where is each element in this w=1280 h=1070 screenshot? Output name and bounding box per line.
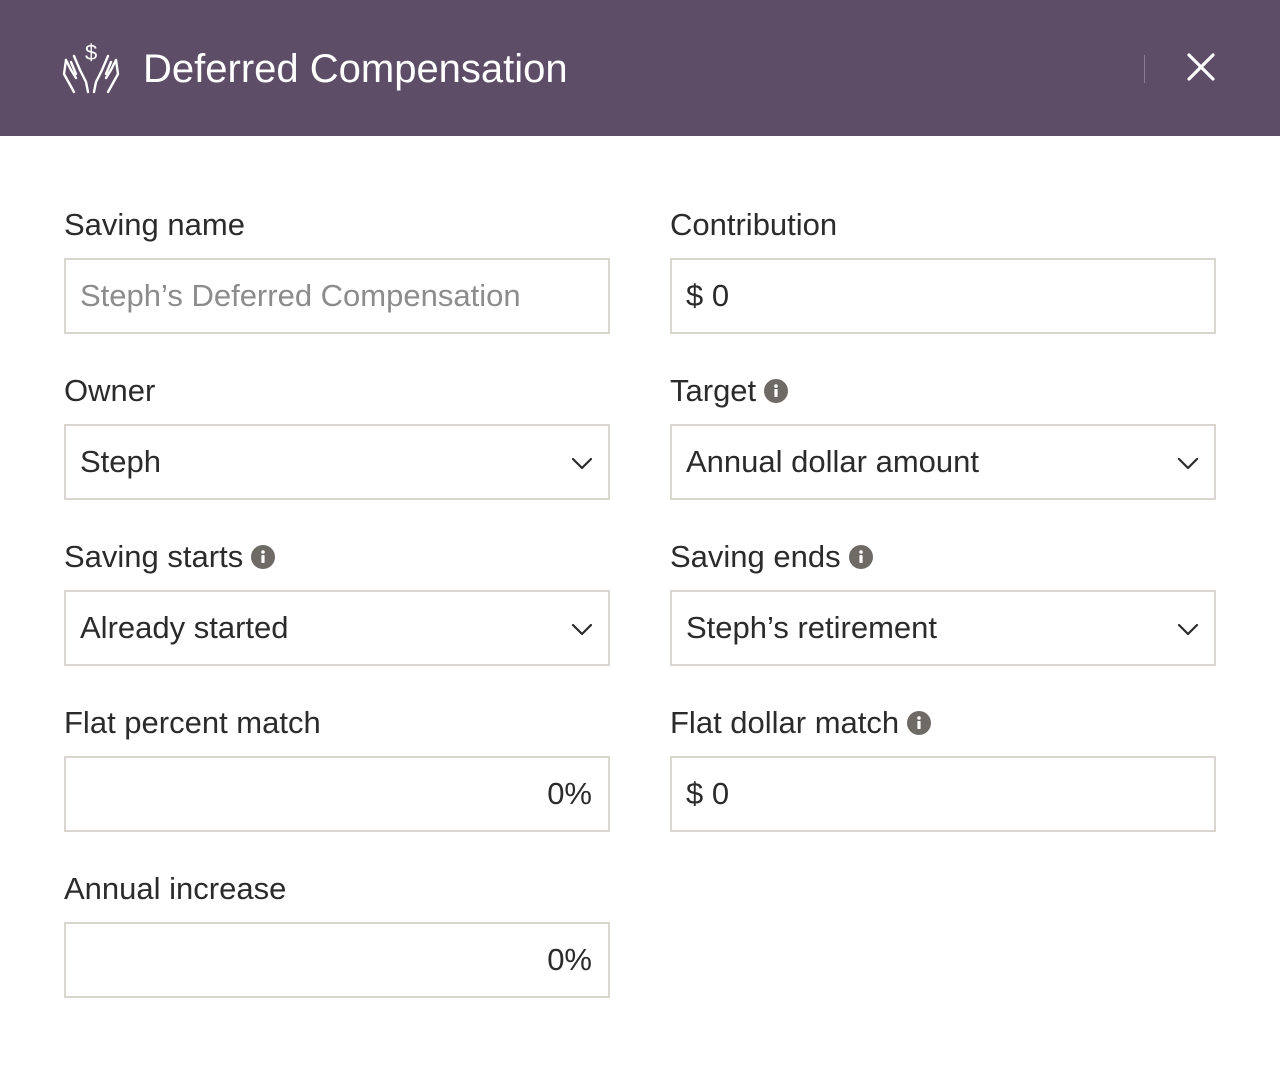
saving-starts-value: Already started (80, 610, 289, 645)
saving-starts-label-row: Saving starts (64, 539, 276, 575)
chevron-down-icon (1177, 623, 1199, 636)
info-icon[interactable] (907, 711, 932, 735)
hands-dollar-icon: $ (62, 40, 120, 94)
header-divider (1144, 55, 1145, 83)
chevron-down-icon (571, 623, 593, 636)
saving-starts-select[interactable]: Already started (64, 590, 610, 666)
saving-starts-label: Saving starts (64, 539, 244, 574)
saving-ends-label-row: Saving ends (670, 539, 873, 575)
saving-ends-select[interactable]: Steph’s retirement (670, 590, 1216, 666)
annual-increase-label: Annual increase (64, 871, 287, 906)
contribution-label: Contribution (670, 207, 838, 242)
flat-percent-match-value: 0% (547, 776, 592, 811)
flat-percent-match-label: Flat percent match (64, 705, 321, 740)
owner-select[interactable]: Steph (64, 424, 610, 500)
chevron-down-icon (571, 457, 593, 470)
saving-ends-value: Steph’s retirement (686, 610, 937, 645)
owner-value: Steph (80, 444, 162, 479)
owner-label: Owner (64, 373, 156, 408)
target-value: Annual dollar amount (686, 444, 979, 479)
chevron-down-icon (1177, 457, 1199, 470)
info-icon[interactable] (764, 379, 789, 403)
contribution-input[interactable]: $ 0 (670, 258, 1216, 334)
saving-name-label: Saving name (64, 207, 245, 242)
info-icon[interactable] (251, 545, 276, 569)
target-select[interactable]: Annual dollar amount (670, 424, 1216, 500)
flat-dollar-match-input[interactable]: $ 0 (670, 756, 1216, 832)
flat-percent-match-input[interactable]: 0% (64, 756, 610, 832)
dialog-title: Deferred Compensation (143, 47, 568, 91)
annual-increase-value: 0% (547, 942, 592, 977)
flat-dollar-match-label: Flat dollar match (670, 705, 900, 740)
saving-name-placeholder: Steph’s Deferred Compensation (80, 278, 521, 313)
saving-name-input[interactable]: Steph’s Deferred Compensation (64, 258, 610, 334)
annual-increase-input[interactable]: 0% (64, 922, 610, 998)
target-label: Target (670, 373, 757, 408)
info-icon[interactable] (848, 545, 873, 569)
saving-ends-label: Saving ends (670, 539, 841, 574)
target-label-row: Target (670, 373, 789, 409)
dialog-header: $ Deferred Compensation (0, 0, 1280, 136)
flat-dollar-match-label-row: Flat dollar match (670, 705, 932, 741)
contribution-value: $ 0 (686, 278, 730, 313)
svg-text:$: $ (85, 40, 97, 65)
flat-dollar-match-value: $ 0 (686, 776, 730, 811)
close-icon[interactable] (1182, 48, 1220, 86)
